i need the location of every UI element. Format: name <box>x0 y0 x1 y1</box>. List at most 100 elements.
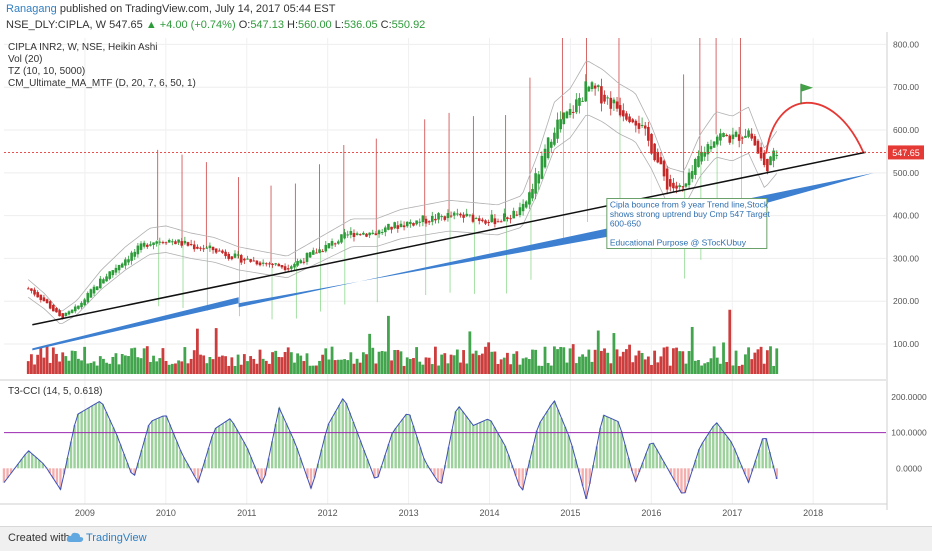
candle-body <box>184 241 187 244</box>
candle-body <box>71 310 74 313</box>
volume-bar <box>515 351 518 374</box>
candle-body <box>713 141 716 147</box>
volume-bar <box>685 364 688 374</box>
candle-body <box>754 136 757 145</box>
cci-bar <box>334 411 336 468</box>
candle-body <box>415 220 418 224</box>
cci-bar <box>603 415 605 468</box>
candle-body <box>65 313 68 316</box>
volume-bar <box>484 347 487 374</box>
candle-body <box>741 138 744 139</box>
candle-body <box>58 310 61 316</box>
chart-area[interactable]: Cipla bounce from 9 year Trend line,Stoc… <box>0 32 932 526</box>
volume-bar <box>603 348 606 374</box>
cci-bar <box>416 437 418 469</box>
candle-body <box>321 251 324 252</box>
legend-line: Vol (20) <box>8 54 42 65</box>
volume-bar <box>249 356 252 374</box>
candle-body <box>631 119 634 122</box>
annotation-line: 600-650 <box>610 219 641 229</box>
candle-body <box>625 113 628 119</box>
candle-body <box>299 260 302 263</box>
candle-body <box>343 232 346 238</box>
candle-body <box>384 227 387 232</box>
cci-bar <box>345 403 347 468</box>
price-tick-label: 200.00 <box>893 296 919 306</box>
candle-body <box>500 221 503 222</box>
volume-bar <box>183 347 186 374</box>
volume-bar <box>177 360 180 374</box>
volume-bar <box>591 362 594 374</box>
last-price-tag: 547.65 <box>888 145 924 159</box>
volume-bar <box>121 354 124 374</box>
candle-body <box>390 227 393 230</box>
candle-body <box>159 242 162 243</box>
volume-bar <box>165 361 168 374</box>
candle-body <box>700 152 703 162</box>
candle-body <box>775 155 778 156</box>
volume-bar <box>650 365 653 374</box>
volume-bar <box>559 347 562 374</box>
candle-body <box>566 112 569 119</box>
cci-bar <box>275 424 277 468</box>
candle-body <box>105 276 108 281</box>
candle-body <box>77 306 80 309</box>
volume-bar <box>609 363 612 374</box>
year-tick-label: 2010 <box>156 508 176 518</box>
volume-bar <box>246 361 249 374</box>
volume-bar <box>309 366 312 374</box>
volume-bar <box>584 357 587 374</box>
volume-bar <box>362 352 365 374</box>
candle-body <box>199 248 202 249</box>
candle-body <box>559 119 562 129</box>
volume-bar <box>93 361 96 374</box>
volume-bar <box>205 363 208 374</box>
candle-body <box>660 157 663 164</box>
cci-bar <box>705 437 707 468</box>
volume-bar <box>378 352 381 374</box>
volume-bar <box>74 351 77 374</box>
cci-bar <box>105 412 107 468</box>
candle-body <box>459 214 462 216</box>
candle-body <box>531 189 534 198</box>
year-tick-label: 2014 <box>479 508 499 518</box>
volume-bar <box>193 350 196 374</box>
tradingview-link[interactable]: TradingView <box>86 532 147 544</box>
candle-body <box>306 253 309 262</box>
volume-bar <box>234 366 237 374</box>
volume-bar <box>46 346 49 374</box>
candle-body <box>635 121 638 126</box>
candle-body <box>334 243 337 244</box>
cci-tick-label: 0.0000 <box>896 463 922 473</box>
volume-bar <box>252 359 255 374</box>
year-tick-label: 2012 <box>318 508 338 518</box>
volume-bar <box>443 353 446 374</box>
candle-body <box>171 241 174 242</box>
volume-bar <box>519 365 522 374</box>
candle-body <box>274 263 277 264</box>
volume-bar <box>600 351 603 374</box>
target-arc <box>766 103 863 154</box>
volume-bar <box>453 355 456 374</box>
cci-bar <box>462 411 464 468</box>
candle-body <box>716 137 719 145</box>
price-tick-label: 800.00 <box>893 39 919 49</box>
candle-body <box>74 307 77 312</box>
volume-bar <box>111 357 114 374</box>
candle-body <box>685 184 688 187</box>
volume-bar <box>447 363 450 374</box>
volume-bar <box>149 362 152 374</box>
cci-bar <box>465 416 467 468</box>
candle-body <box>478 218 481 221</box>
candle-body <box>221 251 224 253</box>
cci-tick-label: 200.0000 <box>891 392 927 402</box>
volume-bar <box>547 363 550 374</box>
candle-body <box>418 222 421 223</box>
candle-body <box>187 242 190 246</box>
candle-body <box>331 241 334 246</box>
volume-bar <box>775 348 778 374</box>
candle-body <box>528 192 531 204</box>
candle-body <box>694 159 697 175</box>
author-link[interactable]: Ranagang <box>6 3 57 15</box>
cci-bar <box>472 425 474 468</box>
